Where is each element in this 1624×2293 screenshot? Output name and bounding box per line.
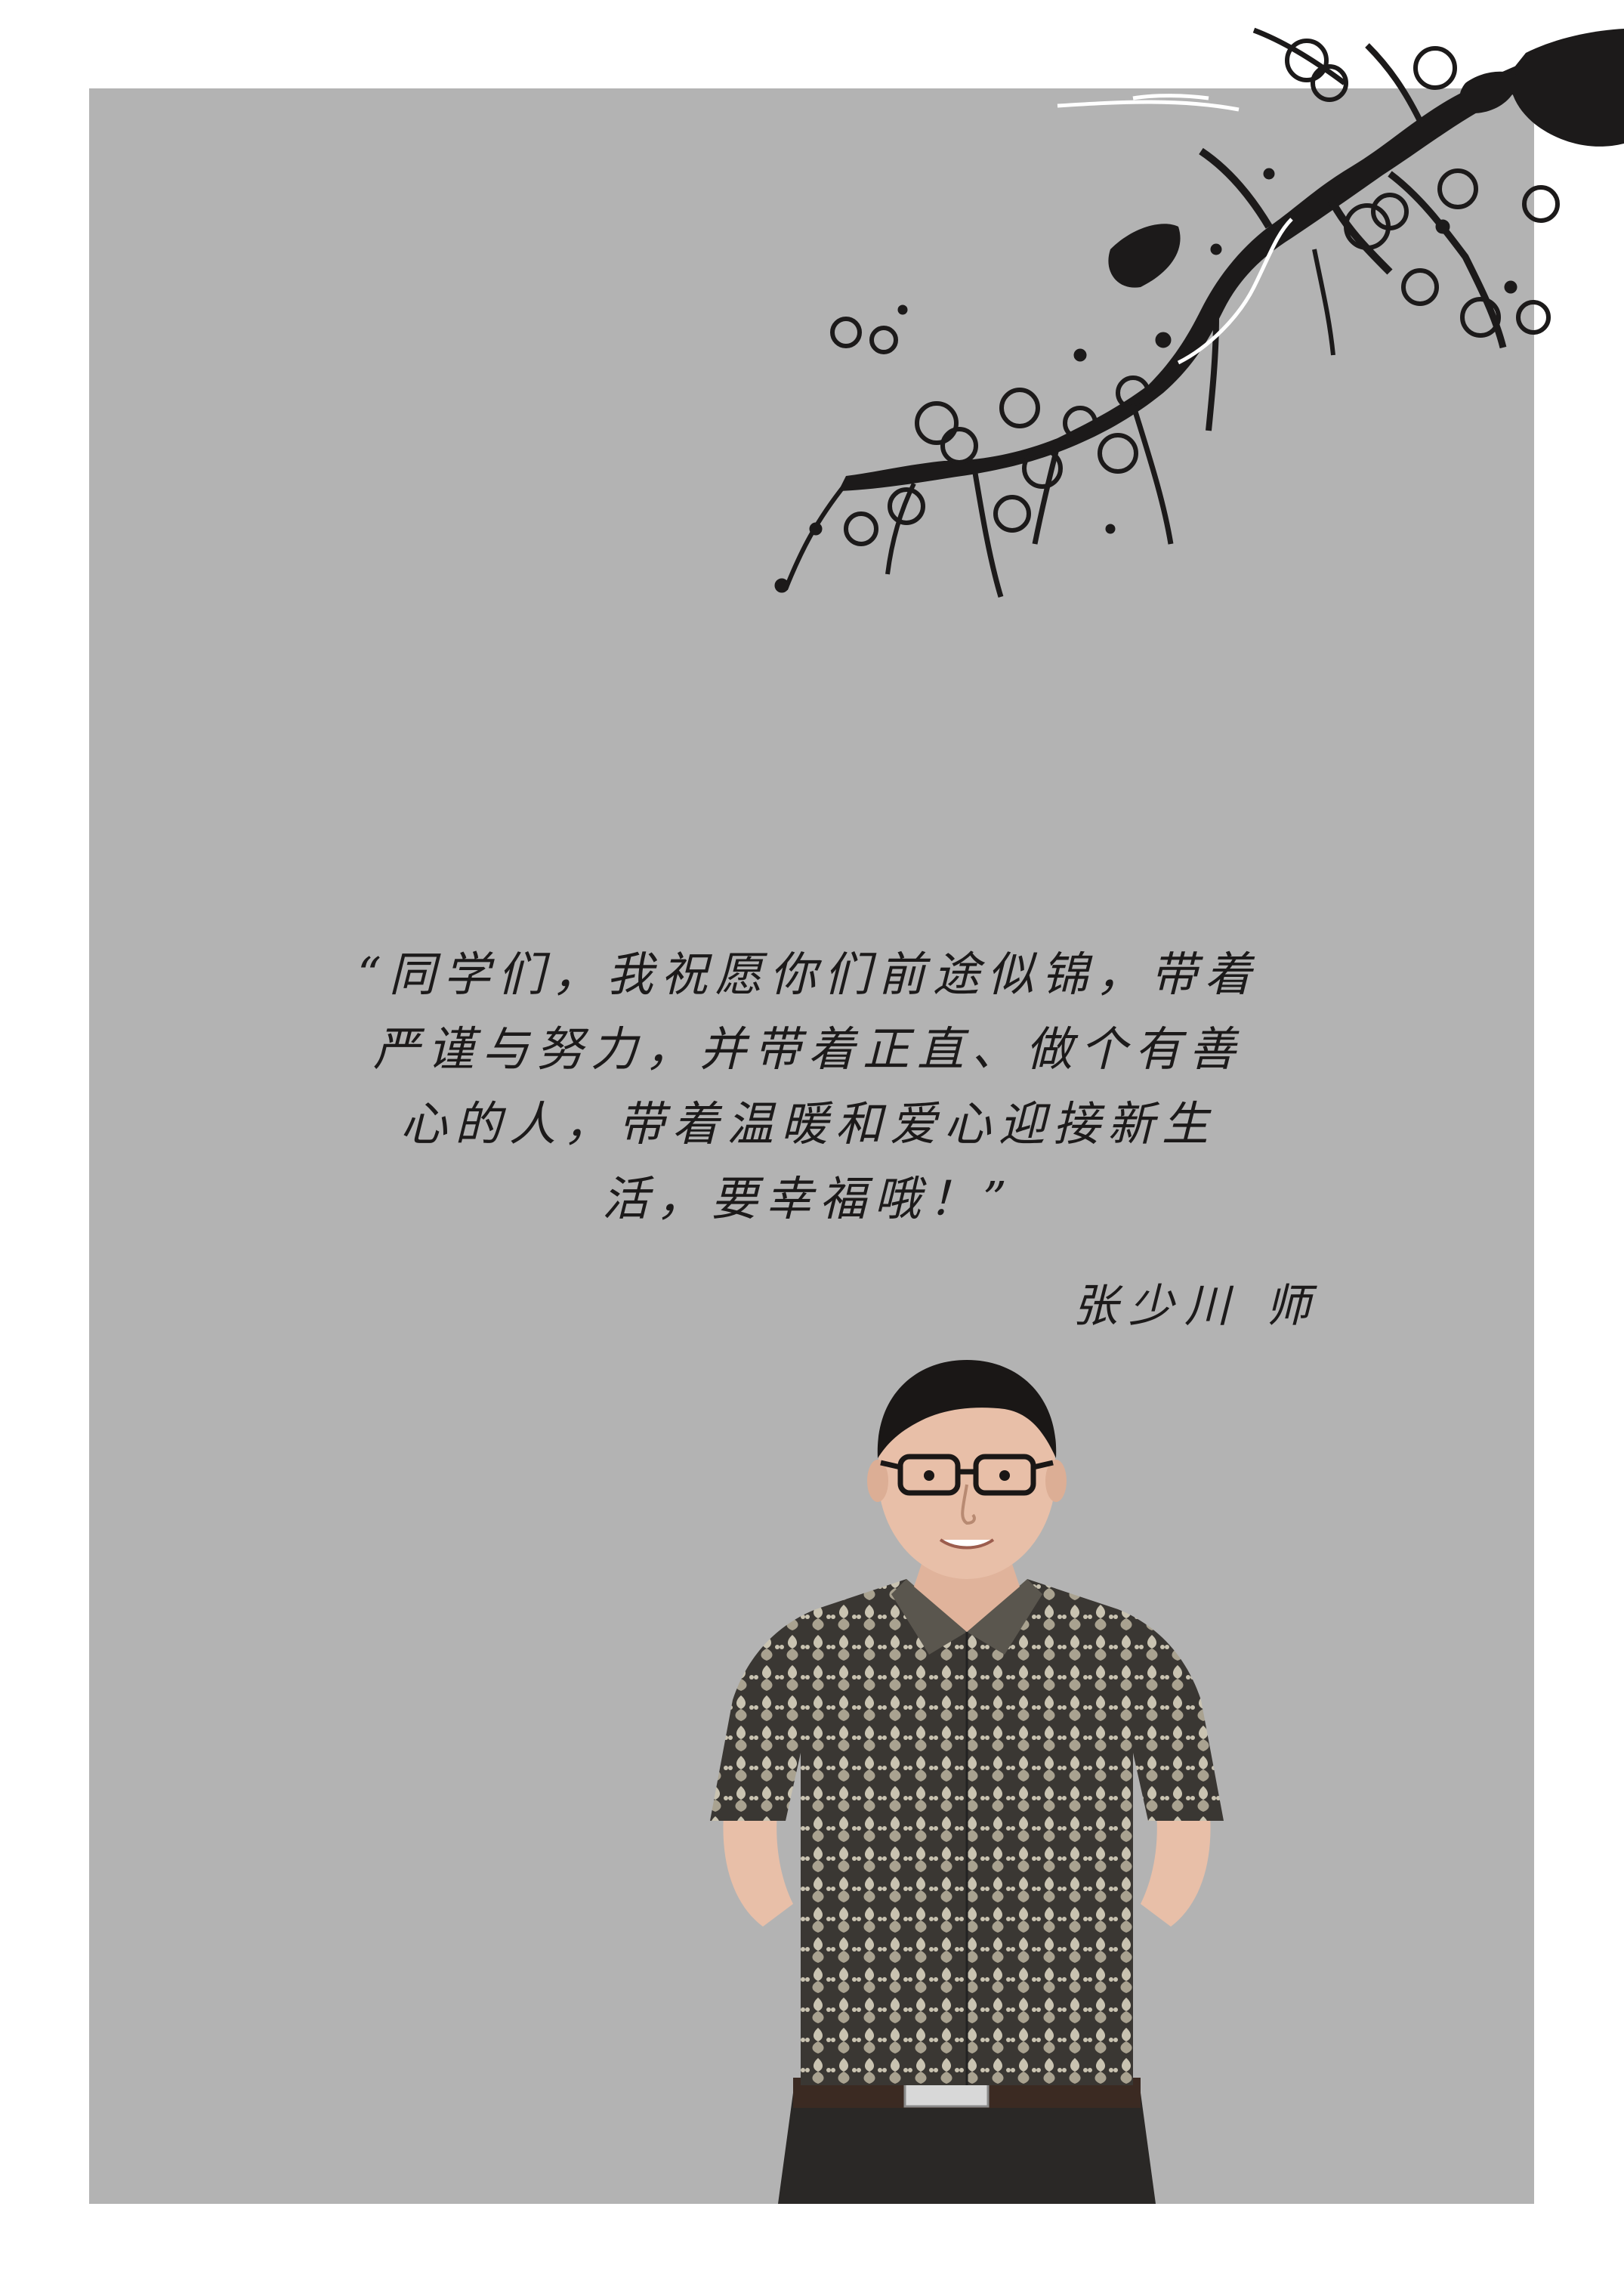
quote-line: 心的人，带着温暖和爱心迎接新生	[400, 1096, 1216, 1151]
quote-line: 严谨与努力，并带着正直、做个有善	[372, 1021, 1243, 1077]
quote-line: 活，要幸福哦！”	[602, 1171, 1014, 1226]
quote-line: “同学们，我祝愿你们前途似锦，带着	[357, 947, 1259, 1002]
teacher-signature: 张少川 师	[1073, 1280, 1322, 1333]
farewell-quote: “同学们，我祝愿你们前途似锦，带着 严谨与努力，并带着正直、做个有善 心的人，带…	[257, 937, 1360, 1236]
teacher-portrait-photo	[710, 1360, 1224, 2204]
plum-blossom-branch-illustration	[774, 27, 1624, 598]
